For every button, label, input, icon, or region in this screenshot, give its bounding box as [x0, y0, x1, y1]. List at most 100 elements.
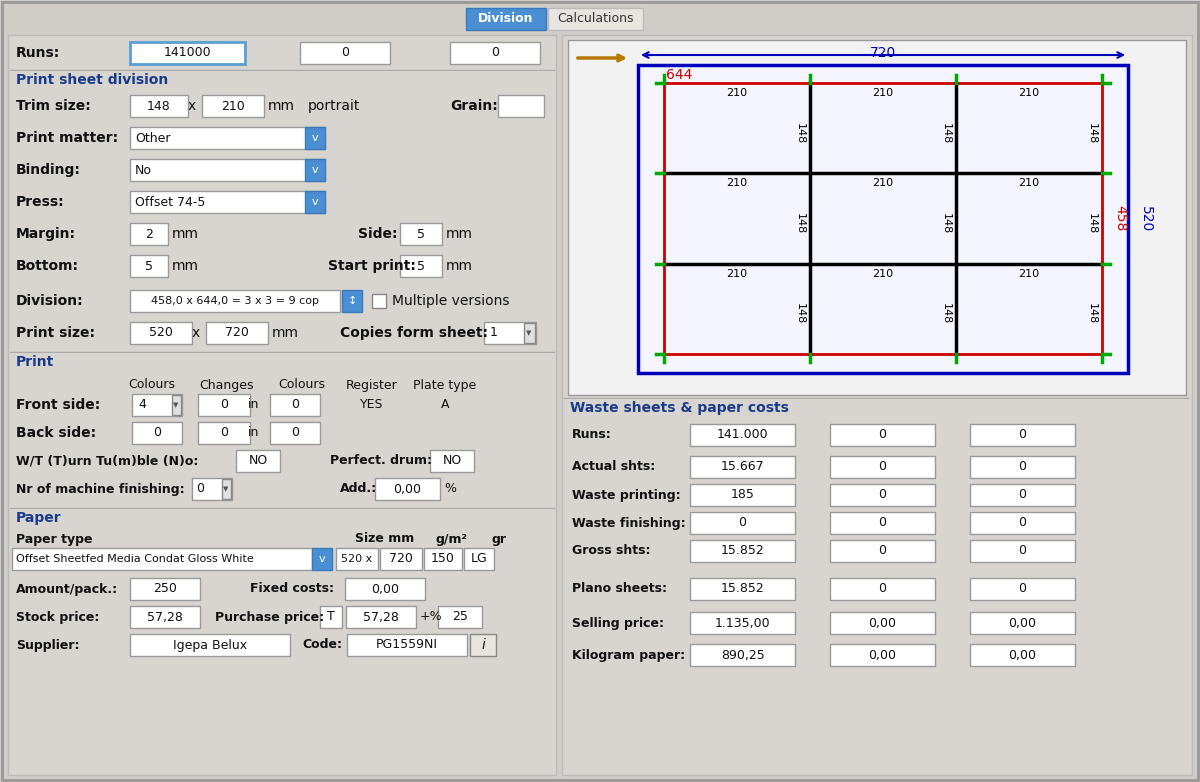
Text: LG: LG: [470, 553, 487, 565]
Text: 0,00: 0,00: [394, 482, 421, 496]
Text: PG1559NI: PG1559NI: [376, 638, 438, 651]
Text: 141.000: 141.000: [716, 429, 768, 442]
Bar: [430, 450, 474, 472]
Text: 520: 520: [1139, 206, 1153, 232]
Text: 210: 210: [872, 269, 894, 278]
Bar: [562, 35, 1192, 775]
Text: 0: 0: [878, 489, 887, 501]
Bar: [236, 450, 280, 472]
Text: 5: 5: [418, 260, 425, 272]
Bar: [198, 422, 250, 444]
Text: Waste finishing:: Waste finishing:: [572, 516, 685, 529]
Text: +%: +%: [420, 611, 443, 623]
Text: 210: 210: [221, 99, 245, 113]
Bar: [380, 548, 422, 570]
Bar: [346, 578, 425, 600]
Text: ▼: ▼: [173, 402, 179, 408]
Text: 720: 720: [226, 327, 248, 339]
Bar: [484, 322, 536, 344]
Text: 0: 0: [1019, 516, 1026, 529]
Text: Print: Print: [16, 355, 54, 369]
Bar: [270, 394, 320, 416]
Text: Nr of machine finishing:: Nr of machine finishing:: [16, 482, 185, 496]
Text: Margin:: Margin:: [16, 227, 76, 241]
Text: 148: 148: [148, 99, 170, 113]
Text: Start print:: Start print:: [328, 259, 416, 273]
Text: v: v: [312, 133, 318, 143]
Text: g/m²: g/m²: [436, 533, 467, 546]
Bar: [830, 612, 935, 634]
Text: 520 x: 520 x: [341, 554, 373, 564]
Text: Colours: Colours: [278, 378, 325, 392]
Text: 210: 210: [1019, 269, 1039, 278]
Bar: [130, 127, 325, 149]
Text: 1: 1: [490, 327, 498, 339]
Text: A: A: [440, 399, 449, 411]
Bar: [690, 612, 796, 634]
Bar: [524, 323, 535, 343]
Text: Purchase price:: Purchase price:: [215, 611, 324, 623]
Text: 0: 0: [878, 429, 887, 442]
Text: Division:: Division:: [16, 294, 84, 308]
Bar: [830, 456, 935, 478]
Text: Runs:: Runs:: [572, 429, 612, 442]
Text: 15.667: 15.667: [721, 461, 764, 473]
Text: NO: NO: [248, 454, 268, 468]
Text: %: %: [444, 482, 456, 496]
Text: 148: 148: [796, 123, 805, 144]
Text: 5: 5: [418, 228, 425, 241]
Text: 57,28: 57,28: [148, 611, 182, 623]
Bar: [970, 512, 1075, 534]
Text: Plano sheets:: Plano sheets:: [572, 583, 667, 596]
Bar: [690, 456, 796, 478]
Text: x: x: [188, 99, 196, 113]
Text: i: i: [481, 638, 485, 652]
Bar: [342, 290, 362, 312]
Text: v: v: [312, 165, 318, 175]
Bar: [172, 395, 181, 415]
Bar: [300, 42, 390, 64]
Bar: [466, 8, 546, 30]
Bar: [450, 42, 540, 64]
Bar: [12, 548, 312, 570]
Text: Gross shts:: Gross shts:: [572, 544, 650, 558]
Text: Back side:: Back side:: [16, 426, 96, 440]
Text: mm: mm: [268, 99, 295, 113]
Bar: [690, 644, 796, 666]
Text: mm: mm: [172, 259, 199, 273]
Bar: [10, 353, 554, 371]
Text: 148: 148: [796, 303, 805, 325]
Bar: [130, 606, 200, 628]
Bar: [222, 479, 230, 499]
Bar: [970, 456, 1075, 478]
Text: 458,0 x 644,0 = 3 x 3 = 9 cop: 458,0 x 644,0 = 3 x 3 = 9 cop: [151, 296, 319, 306]
Text: 150: 150: [431, 553, 455, 565]
Text: x: x: [192, 326, 200, 340]
Text: 0: 0: [738, 516, 746, 529]
Bar: [130, 42, 245, 64]
Text: Bottom:: Bottom:: [16, 259, 79, 273]
Text: in: in: [248, 426, 259, 439]
Text: mm: mm: [446, 259, 473, 273]
Text: ▼: ▼: [223, 486, 229, 492]
Text: 0: 0: [1019, 461, 1026, 473]
Text: Selling price:: Selling price:: [572, 616, 664, 630]
Text: W/T (T)urn Tu(m)ble (N)o:: W/T (T)urn Tu(m)ble (N)o:: [16, 454, 198, 468]
Text: 210: 210: [872, 178, 894, 188]
Bar: [424, 548, 462, 570]
Text: NO: NO: [443, 454, 462, 468]
Text: 210: 210: [726, 88, 748, 98]
Text: Actual shts:: Actual shts:: [572, 461, 655, 473]
Text: 0,00: 0,00: [869, 616, 896, 630]
Text: 0: 0: [1019, 489, 1026, 501]
Text: Print sheet division: Print sheet division: [16, 73, 168, 87]
Text: 0,00: 0,00: [1008, 648, 1037, 662]
Bar: [130, 159, 325, 181]
Bar: [10, 509, 554, 527]
Text: 0,00: 0,00: [1008, 616, 1037, 630]
Text: 458: 458: [1114, 206, 1127, 231]
Text: Other: Other: [134, 131, 170, 145]
Text: Binding:: Binding:: [16, 163, 80, 177]
Bar: [8, 35, 556, 775]
Bar: [690, 578, 796, 600]
